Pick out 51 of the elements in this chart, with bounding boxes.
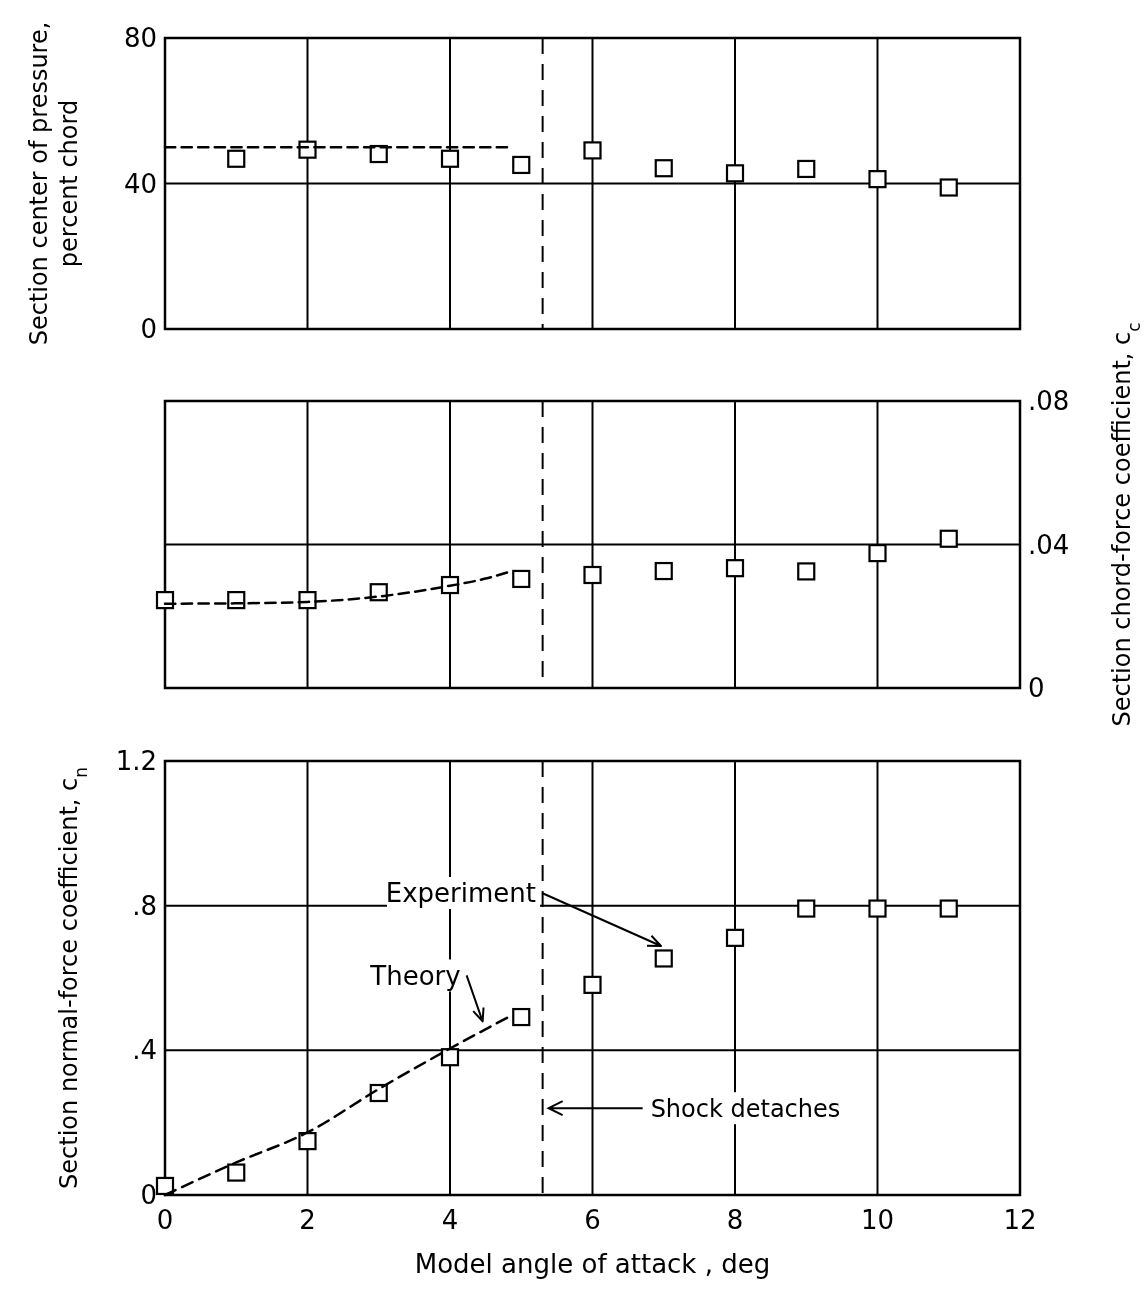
point — [725, 164, 745, 183]
point — [868, 899, 887, 918]
x-tick-label: 10 — [860, 1205, 895, 1235]
point — [797, 562, 816, 581]
point — [512, 155, 531, 175]
point — [440, 149, 460, 168]
x-tick-label: 2 — [299, 1205, 316, 1235]
point — [298, 140, 317, 159]
y-tick-label: 40 — [123, 168, 157, 199]
y-tick-label: .4 — [132, 1035, 157, 1066]
point — [298, 1132, 317, 1151]
point — [939, 529, 958, 548]
y-tick-label: 80 — [123, 23, 157, 54]
point — [725, 928, 745, 947]
y2-tick-label: 0 — [1028, 673, 1045, 704]
point — [440, 1048, 460, 1067]
point — [227, 1163, 246, 1182]
point — [298, 591, 317, 610]
point — [654, 949, 673, 968]
annotation: Experiment — [385, 878, 536, 909]
point — [939, 178, 958, 197]
point — [868, 544, 887, 563]
x-tick-label: 6 — [584, 1205, 601, 1235]
point — [725, 559, 745, 578]
y-tick-label: 0 — [140, 314, 157, 345]
point — [369, 144, 388, 164]
point — [583, 565, 602, 585]
point — [939, 899, 958, 918]
point — [797, 159, 816, 179]
point — [512, 569, 531, 589]
x-tick-label: 4 — [441, 1205, 459, 1235]
x-tick-label: 12 — [1003, 1205, 1037, 1235]
point — [868, 170, 887, 189]
y-tick-label: 1.2 — [115, 746, 157, 777]
point — [583, 141, 602, 160]
point — [583, 975, 602, 994]
x-tick-label: 8 — [726, 1205, 744, 1235]
point — [512, 1007, 531, 1027]
point — [227, 149, 246, 168]
y-axis-title: Section center of pressure, percent chord — [25, 21, 83, 346]
x-axis-title: Model angle of attack , deg — [414, 1249, 771, 1279]
y-tick-label: .8 — [132, 890, 157, 921]
point — [654, 561, 673, 581]
point — [654, 159, 673, 178]
y2-tick-label: .08 — [1028, 386, 1070, 417]
point — [797, 899, 816, 918]
annotation: Theory — [369, 960, 461, 991]
point — [155, 1176, 175, 1196]
y-tick-label: 0 — [140, 1180, 157, 1211]
y2-tick-label: .04 — [1028, 529, 1070, 560]
ref-line-label: Shock detaches — [650, 1094, 841, 1123]
